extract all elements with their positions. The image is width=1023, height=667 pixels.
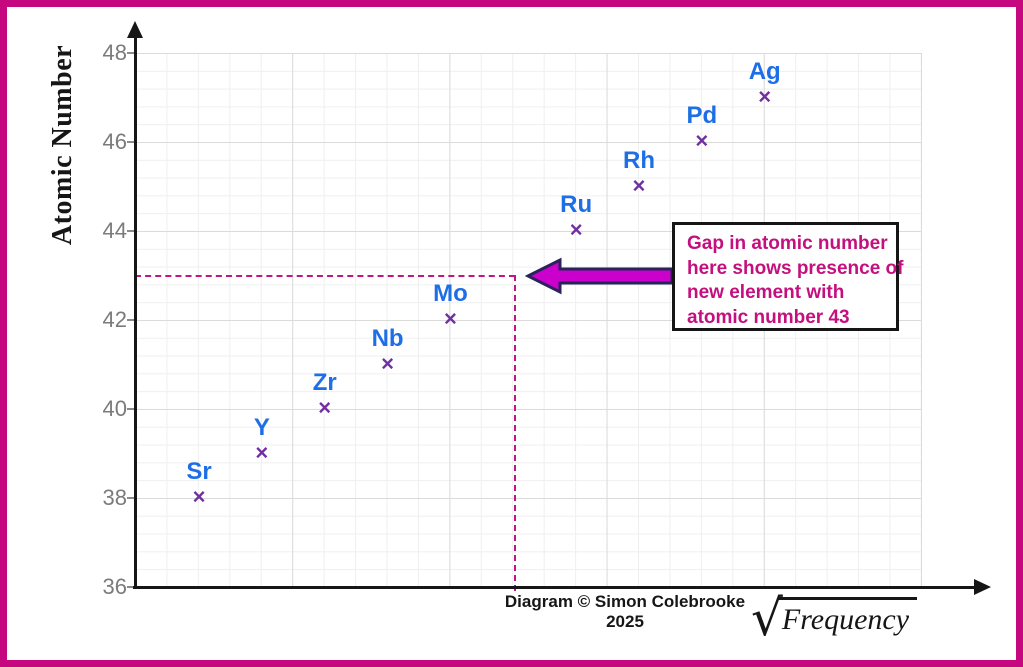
gap-annotation-box: Gap in atomic number here shows presence…: [672, 222, 904, 331]
annotation-line: here shows presence of: [687, 257, 904, 279]
y-tick-mark: [127, 497, 134, 499]
y-axis-arrow-icon: [127, 21, 143, 38]
annotation-line: Gap in atomic number: [687, 233, 888, 254]
annotation-line: atomic number 43: [687, 306, 850, 328]
y-axis: [133, 36, 137, 589]
element-label-zr: Zr: [312, 369, 337, 396]
data-point-marker-zr: ×: [318, 395, 332, 421]
y-tick-label: 46: [102, 129, 127, 154]
data-point-marker-ru: ×: [569, 217, 583, 243]
element-label-sr: Sr: [186, 458, 212, 485]
x-axis-arrow-icon: [974, 579, 991, 595]
copyright-text: Diagram © Simon Colebrooke 2025: [504, 592, 746, 631]
y-tick-label: 38: [102, 485, 127, 510]
data-point-marker-mo: ×: [443, 306, 457, 332]
data-point-marker-y: ×: [255, 439, 269, 465]
x-axis: [133, 585, 977, 589]
gap-guide-horizontal: [135, 274, 516, 277]
element-label-ru: Ru: [560, 191, 593, 218]
data-point-marker-ag: ×: [758, 83, 772, 109]
y-tick-mark: [127, 586, 134, 588]
gap-guide-vertical: [514, 274, 517, 591]
y-tick-mark: [127, 319, 134, 321]
element-label-rh: Rh: [622, 146, 655, 174]
element-label-y: Y: [253, 413, 270, 441]
element-label-ag: Ag: [748, 57, 781, 85]
y-axis-title: Atomic Number: [47, 44, 78, 246]
square-root-icon: √: [751, 589, 783, 647]
y-tick-label: 42: [102, 307, 127, 332]
element-label-mo: Mo: [433, 280, 468, 307]
data-point-marker-pd: ×: [695, 128, 709, 154]
annotation-line: new element with: [687, 282, 845, 303]
y-tick-label: 48: [102, 40, 127, 65]
gap-arrow-shape: [525, 257, 674, 294]
element-label-nb: Nb: [371, 324, 404, 352]
y-tick-label: 40: [102, 396, 127, 421]
element-label-pd: Pd: [686, 102, 718, 129]
gap-arrow-icon: [525, 257, 674, 294]
data-point-marker-nb: ×: [381, 350, 394, 376]
x-axis-title: √ Frequency: [751, 589, 918, 647]
data-point-marker-sr: ×: [192, 484, 206, 510]
y-tick-mark: [127, 141, 134, 143]
y-tick-mark: [127, 408, 134, 410]
y-tick-mark: [127, 52, 134, 54]
y-tick-mark: [127, 230, 134, 232]
x-axis-title-word: Frequency: [777, 597, 918, 638]
y-tick-label: 44: [102, 218, 127, 243]
y-tick-label: 36: [102, 574, 127, 599]
data-point-marker-rh: ×: [632, 172, 646, 198]
